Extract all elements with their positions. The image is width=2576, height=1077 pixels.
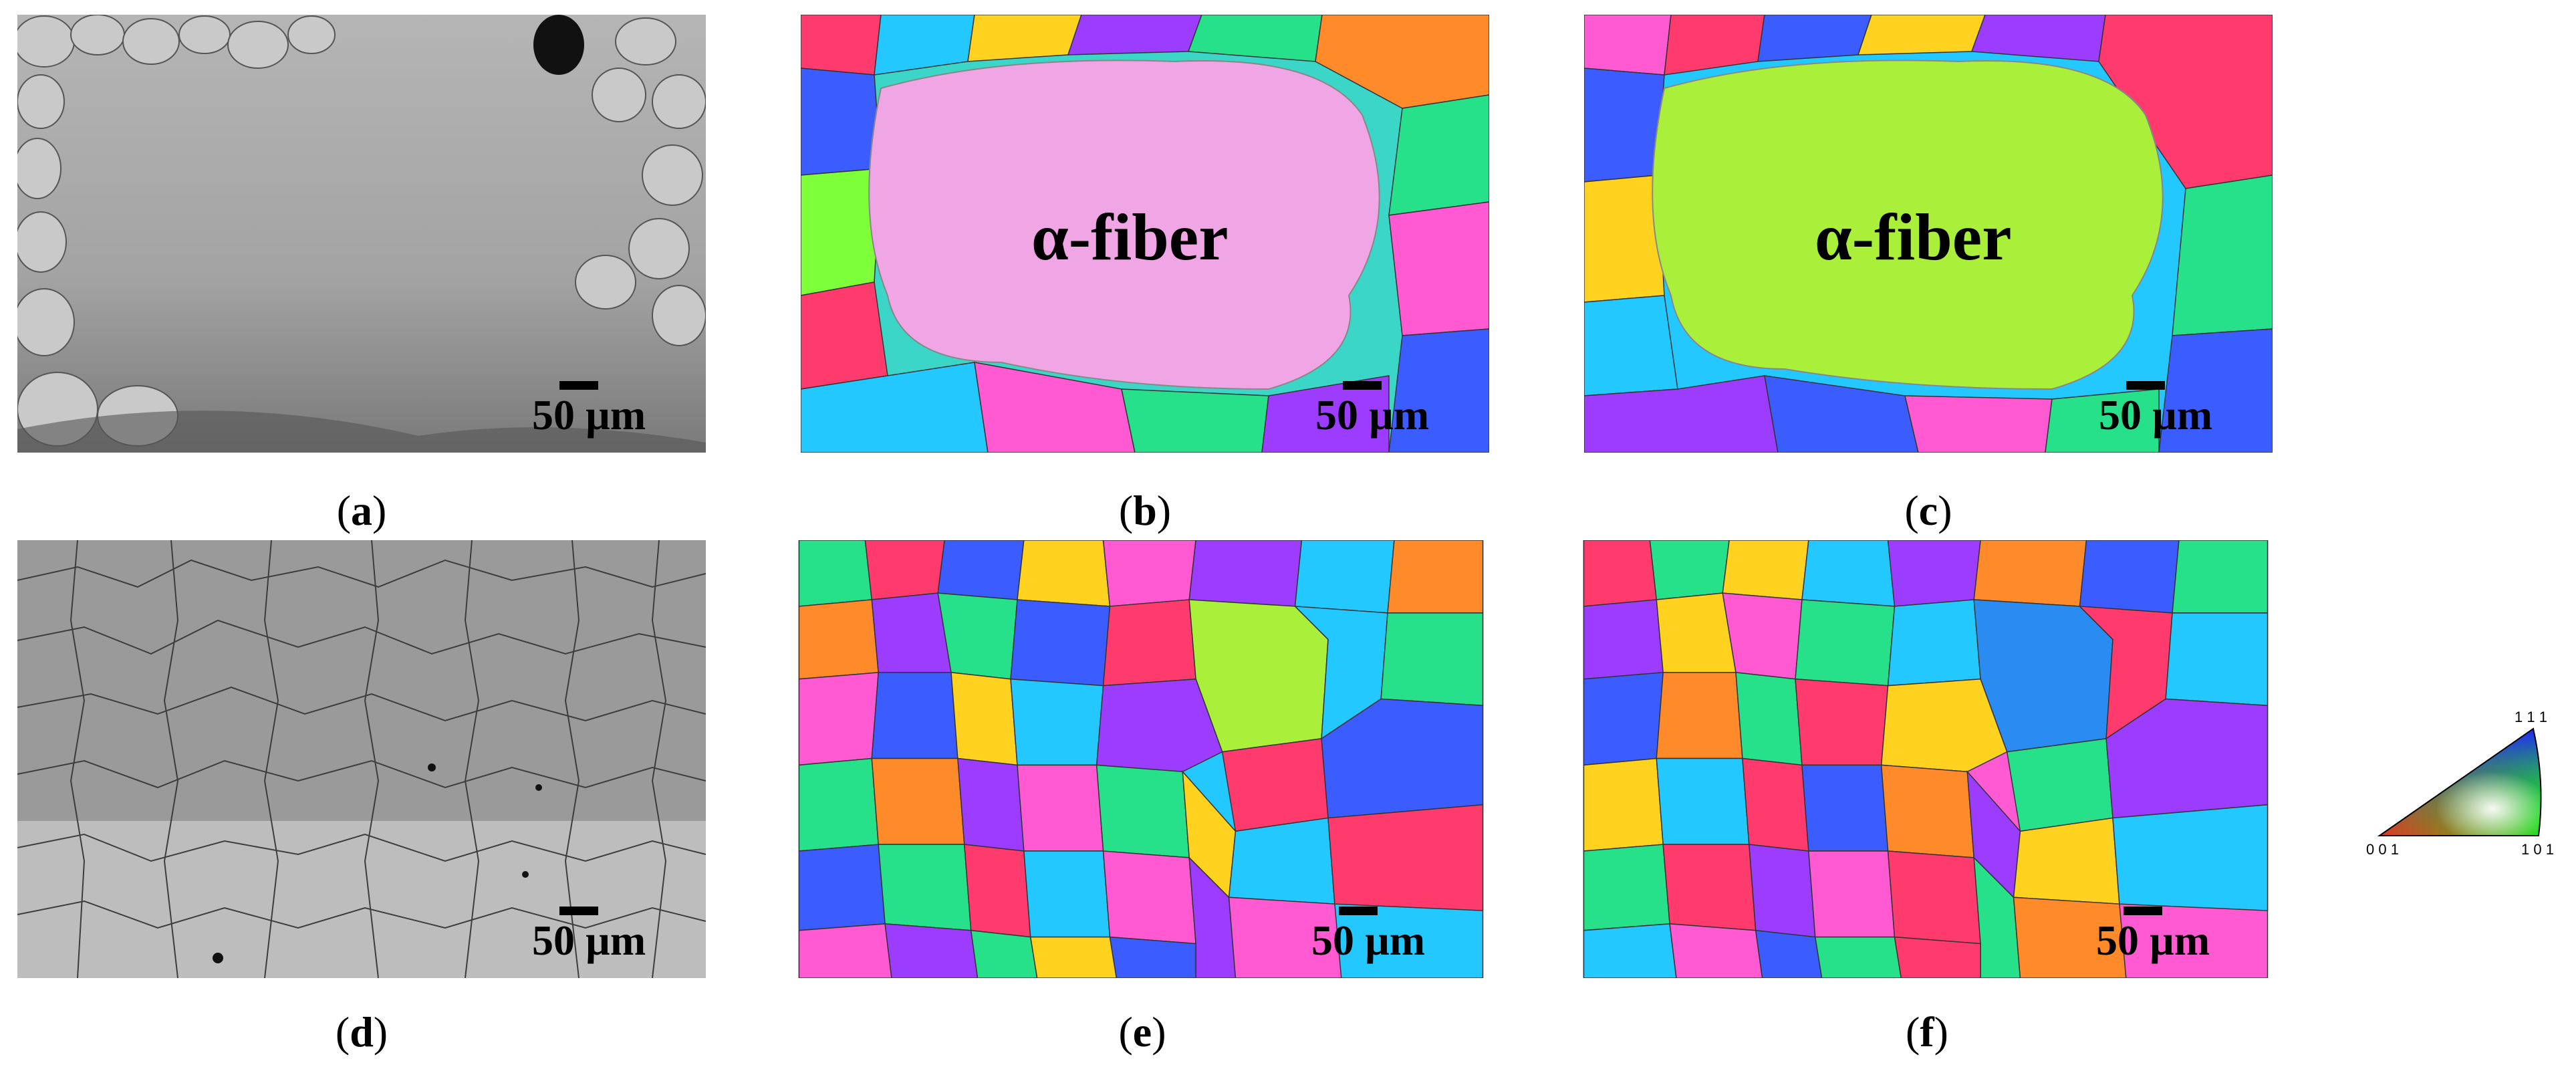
caption-e: (e) (1118, 1008, 1166, 1056)
alpha-fiber-label-b: α-fiber (1031, 200, 1229, 274)
caption-a: (a) (336, 487, 387, 534)
ipf-map-e-image (798, 540, 1484, 978)
alpha-fiber-label-c: α-fiber (1815, 200, 2012, 274)
ipf-label-111: 1 1 1 (2515, 709, 2547, 725)
scale-bar-f: 50 µm (2096, 907, 2210, 962)
ipf-map-b-image (801, 15, 1489, 453)
ipf-color-key: 0 0 1 1 0 1 1 1 1 (2366, 702, 2567, 862)
micrograph-a-image (17, 15, 706, 453)
scale-bar-e: 50 µm (1311, 907, 1425, 962)
ipf-map-c: α-fiber 50 µm (1584, 15, 2273, 453)
ipf-map-f-image (1583, 540, 2269, 978)
ipf-label-001: 0 0 1 (2366, 841, 2399, 858)
micrograph-d-image (17, 540, 706, 978)
ipf-triangle (2377, 727, 2542, 836)
ipf-map-b: α-fiber 50 µm (801, 15, 1489, 453)
ipf-map-f: 50 µm (1581, 540, 2273, 983)
ipf-map-e: 50 µm (797, 540, 1488, 983)
scale-bar-a: 50 µm (532, 381, 646, 437)
ipf-label-101: 1 0 1 (2521, 841, 2554, 858)
caption-c: (c) (1904, 487, 1952, 534)
micrograph-d: 50 µm (17, 540, 706, 978)
scale-bar-d: 50 µm (532, 907, 646, 962)
caption-b: (b) (1118, 487, 1172, 534)
caption-d: (d) (335, 1008, 388, 1056)
caption-f: (f) (1906, 1008, 1948, 1056)
ipf-map-c-image (1584, 15, 2273, 453)
micrograph-a: 50 µm (17, 15, 706, 453)
scale-bar-b: 50 µm (1315, 381, 1429, 437)
scale-bar-c: 50 µm (2099, 381, 2212, 437)
